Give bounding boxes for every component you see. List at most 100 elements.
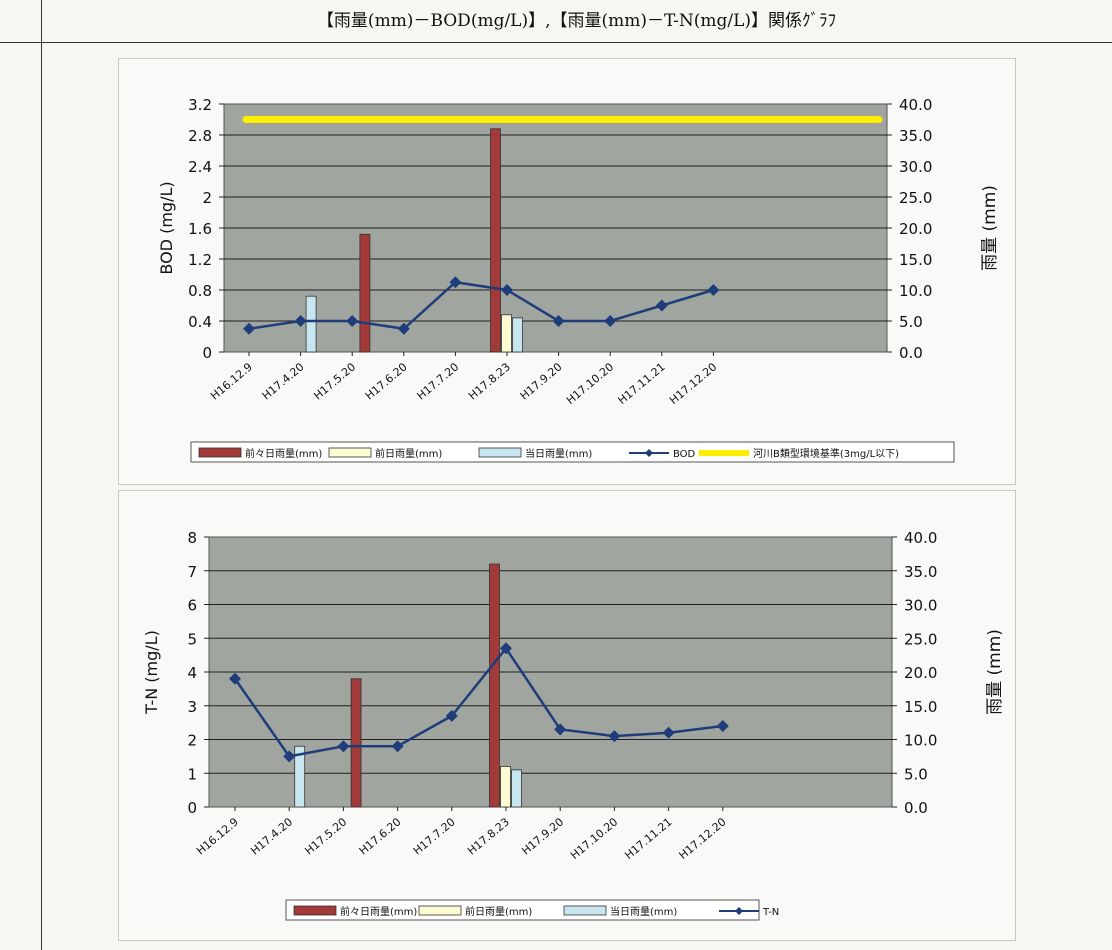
legend-label: 前日雨量(mm) [375, 447, 442, 460]
header-bar: 【雨量(mm)－BOD(mg/L)】,【雨量(mm)－T-N(mg/L)】関係ｸ… [0, 0, 1112, 43]
bar-rain-today [305, 295, 317, 353]
x-tick-label: H17.8.23 [466, 360, 513, 402]
data-point [608, 730, 621, 743]
data-point [500, 642, 512, 655]
x-tick-label: H17.5.20 [311, 360, 358, 402]
legend-swatch [478, 447, 522, 458]
data-point [243, 322, 255, 335]
page-title: 【雨量(mm)－BOD(mg/L)】,【雨量(mm)－T-N(mg/L)】関係ｸ… [316, 11, 837, 31]
y-tick-label: 6 [187, 597, 197, 615]
y2-tick-label: 5.0 [904, 765, 928, 783]
x-tick-label: H17.5.20 [302, 815, 349, 857]
x-tick-label: H17.11.21 [616, 360, 668, 407]
tn-chart-panel: 0 0.0 1 5.0 2 10.0 3 15.0 4 20.0 5 25.0 6 30.0 7 35.0 8 4… [118, 490, 1016, 941]
y-tick-label: 0.8 [188, 282, 212, 300]
y-tick-label: 1.6 [188, 220, 212, 238]
bod-chart: 0 0.0 0.4 5.0 0.8 10.0 1.2 15.0 1.6 20.0 2 25.0 2.4 3… [157, 96, 1000, 463]
x-tick-label: H17.4.20 [260, 360, 307, 402]
legend-label: 前日雨量(mm) [465, 905, 532, 918]
y-tick-label: 2 [202, 189, 212, 207]
legend-swatch [293, 905, 337, 916]
y-tick-label: 2.4 [188, 158, 212, 176]
x-tick-label: H17.6.20 [357, 815, 404, 857]
data-point [604, 315, 617, 327]
data-point [445, 709, 458, 722]
y2-tick-label: 20.0 [899, 220, 932, 238]
y2-tick-label: 20.0 [904, 664, 937, 682]
y2-tick-label: 25.0 [899, 189, 932, 207]
y2-tick-label: 30.0 [899, 158, 932, 176]
x-tick-label: H17.12.20 [667, 360, 719, 407]
data-point [662, 726, 675, 739]
y2-tick-label: 25.0 [904, 630, 937, 648]
legend-label: 前々日雨量(mm) [340, 905, 417, 918]
bar-rain-today [512, 317, 523, 353]
y2-tick-label: 30.0 [904, 597, 937, 615]
y2-tick-label: 15.0 [899, 251, 932, 269]
y2-tick-label: 35.0 [899, 127, 932, 145]
bar-rain-today [511, 769, 522, 808]
y-axis-label: BOD (mg/L) [157, 181, 176, 274]
legend-box [190, 441, 955, 463]
x-tick-label: H17.10.20 [568, 815, 620, 862]
data-point [554, 723, 567, 736]
left-column [0, 0, 42, 950]
legend-label: 前々日雨量(mm) [245, 447, 322, 460]
x-tick-label: H16.12.9 [208, 360, 255, 402]
x-tick-label: H16.12.9 [194, 815, 241, 857]
y2-axis-label: 雨量 (mm) [980, 185, 1000, 271]
y-tick-label: 5 [187, 630, 197, 648]
y2-tick-label: 15.0 [904, 698, 937, 716]
y-axis-label: T-N (mg/L) [142, 630, 161, 715]
y2-tick-label: 10.0 [904, 732, 937, 750]
y-tick-label: 7 [187, 563, 197, 581]
legend-label: 当日雨量(mm) [525, 447, 592, 460]
tn-chart: 0 0.01 5.02 10.03 15.04 20.05 25.06 30.07 35.08 4… [142, 529, 1005, 921]
data-point [716, 720, 729, 732]
y2-tick-label: 0.0 [899, 344, 923, 362]
y-tick-label: 8 [187, 529, 197, 547]
data-point [229, 672, 241, 685]
y-tick-label: 2.8 [188, 127, 212, 145]
y-tick-label: 2 [187, 732, 197, 750]
y2-tick-label: 40.0 [899, 96, 932, 114]
legend-swatch [198, 447, 242, 458]
legend-label: T-N [762, 907, 779, 918]
y-tick-label: 0 [187, 799, 197, 817]
x-tick-label: H17.11.21 [622, 815, 674, 862]
data-point [552, 315, 565, 327]
bar-rain-2days [350, 678, 362, 808]
y2-tick-label: 0.0 [904, 799, 928, 817]
data-point [294, 315, 307, 327]
legend-swatch [418, 905, 462, 916]
legend-marker [645, 449, 653, 457]
data-point [501, 284, 513, 296]
y2-tick-label: 5.0 [899, 313, 923, 331]
x-tick-label: H17.7.20 [411, 815, 458, 857]
data-point [655, 299, 668, 312]
y2-axis-label: 雨量 (mm) [985, 629, 1005, 715]
y2-tick-label: 10.0 [899, 282, 932, 300]
data-point [346, 315, 359, 327]
y-tick-label: 1.2 [188, 251, 212, 269]
legend-marker [735, 907, 743, 915]
y-tick-label: 3 [187, 698, 197, 716]
line-bod [248, 280, 714, 331]
line-t-n [233, 646, 723, 758]
x-tick-label: H17.9.20 [518, 360, 565, 402]
legend-swatch [563, 905, 607, 916]
x-tick-label: H17.8.23 [465, 815, 512, 857]
bod-chart-panel: 0 0.0 0.4 5.0 0.8 10.0 1.2 15.0 1.6 20.0 2 25.0 2.4 3… [118, 58, 1016, 485]
bar-rain-2days [489, 563, 500, 808]
x-tick-label: H17.7.20 [414, 360, 461, 402]
data-point [337, 740, 350, 753]
x-tick-label: H17.9.20 [519, 815, 566, 857]
x-tick-label: H17.6.20 [363, 360, 410, 402]
legend-swatch [328, 447, 372, 458]
data-point [391, 740, 404, 753]
bar-rain-prev [501, 314, 512, 353]
y-tick-label: 0.4 [188, 313, 212, 331]
y2-tick-label: 35.0 [904, 563, 937, 581]
bar-rain-2days [359, 233, 371, 353]
y-tick-label: 1 [187, 765, 197, 783]
